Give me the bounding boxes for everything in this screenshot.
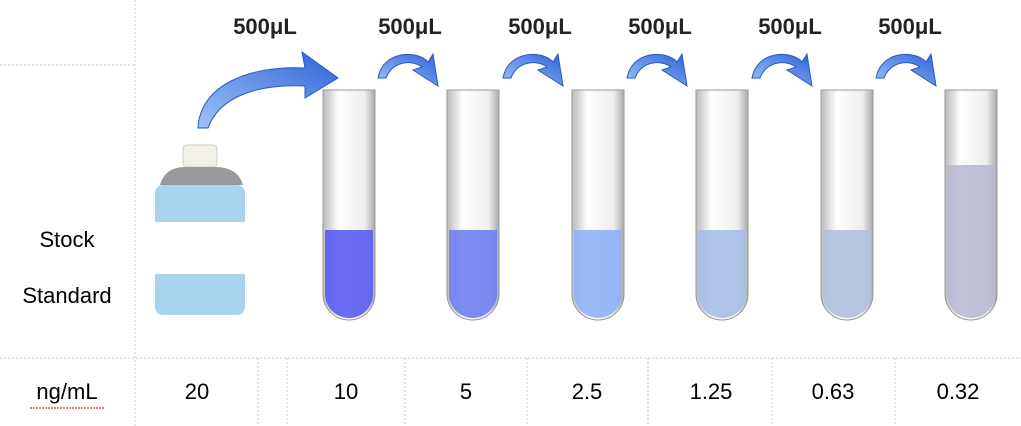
tubes bbox=[322, 89, 998, 321]
row-label: Stock bbox=[39, 227, 95, 252]
concentration: 0.63 bbox=[812, 379, 855, 404]
concentration: 5 bbox=[460, 379, 472, 404]
transfer-arrow bbox=[377, 52, 439, 88]
row-header: ng/mL bbox=[36, 379, 97, 404]
liquid bbox=[698, 230, 746, 318]
concentration: 0.32 bbox=[937, 379, 980, 404]
transfer-arrow bbox=[626, 52, 688, 88]
volume-label: 500μL bbox=[378, 14, 442, 39]
volume-label: 500μL bbox=[628, 14, 692, 39]
stock-bottle bbox=[155, 144, 245, 315]
concentration: 10 bbox=[334, 379, 358, 404]
volume-label: 500μL bbox=[878, 14, 942, 39]
concentration: 2.5 bbox=[572, 379, 603, 404]
transfer-arrow bbox=[197, 50, 339, 129]
liquid bbox=[823, 230, 871, 318]
volume-label: 500μL bbox=[758, 14, 822, 39]
concentration: 1.25 bbox=[690, 379, 733, 404]
liquid bbox=[947, 165, 995, 318]
transfer-arrow bbox=[875, 52, 937, 88]
liquid bbox=[574, 230, 622, 318]
volume-label: 500μL bbox=[233, 14, 297, 39]
liquid bbox=[449, 230, 497, 318]
transfer-arrow bbox=[502, 52, 564, 88]
row-label: Standard bbox=[22, 283, 111, 308]
concentration: 20 bbox=[185, 379, 209, 404]
transfer-arrow bbox=[751, 52, 813, 88]
volume-label: 500μL bbox=[508, 14, 572, 39]
liquid bbox=[325, 230, 373, 318]
arrows bbox=[377, 52, 937, 88]
